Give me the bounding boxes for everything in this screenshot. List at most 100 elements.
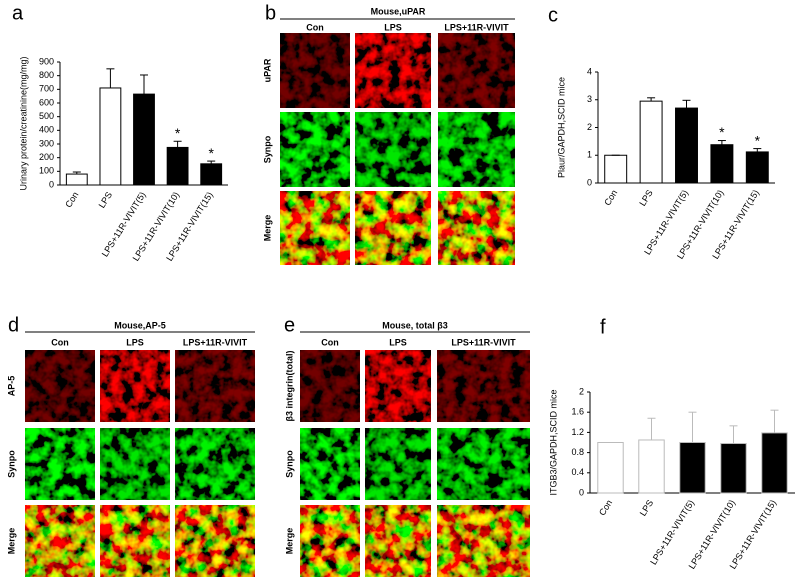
x-tick-label: Con (63, 190, 80, 209)
micrograph (25, 350, 95, 422)
micrograph (365, 505, 431, 577)
x-tick-label: LPS+11R-VIVIT(5) (648, 498, 696, 567)
bar (133, 93, 155, 186)
y-tick-label: 2 (579, 386, 584, 396)
y-tick-label: 300 (39, 138, 54, 148)
y-tick-label: 0.4 (571, 467, 584, 477)
y-axis-label: Urinary protein/creatinine(mg/mg) (18, 56, 28, 190)
panel-title: Mouse, total β3 (382, 320, 448, 330)
y-tick-label: 600 (39, 97, 54, 107)
micrograph (280, 112, 350, 187)
micrograph (280, 191, 350, 265)
y-tick-label: 2 (587, 122, 592, 132)
column-label: LPS (389, 337, 407, 347)
x-tick-label: LPS+11R-VIVIT(15) (728, 498, 779, 571)
micrograph (100, 350, 170, 422)
column-label: LPS (126, 337, 144, 347)
significance-star: * (719, 124, 725, 140)
bar (675, 107, 698, 184)
y-tick-label: 1 (587, 150, 592, 160)
y-axis-label: Plaur/GAPDH,SCID mice (556, 77, 566, 178)
bar (720, 443, 747, 494)
column-label: Con (306, 22, 324, 32)
micrograph (438, 191, 515, 265)
y-tick-label: 1.2 (571, 427, 584, 437)
bar (761, 432, 788, 494)
micrograph (437, 428, 530, 500)
column-label: Con (51, 337, 69, 347)
micrograph (100, 505, 170, 577)
column-label: LPS+11R-VIVIT (444, 22, 509, 32)
micrograph (355, 112, 431, 187)
row-label: Synpo (262, 135, 272, 163)
micrograph (300, 505, 360, 577)
micrograph (175, 505, 255, 577)
micrograph (438, 33, 515, 108)
y-tick-label: 0 (587, 177, 592, 187)
micrograph (355, 33, 431, 108)
micrograph (437, 505, 530, 577)
y-tick-label: 200 (39, 152, 54, 162)
column-label: LPS+11R-VIVIT (451, 337, 516, 347)
row-label: Synpo (6, 450, 16, 478)
y-tick-label: 900 (39, 56, 54, 66)
y-tick-label: 800 (39, 70, 54, 80)
bar (679, 442, 706, 494)
column-label: LPS+11R-VIVIT (183, 337, 248, 347)
y-axis-label: ITGB3/GAPDH,SCID mice (548, 389, 558, 495)
row-label: Merge (6, 528, 16, 555)
row-label: Synpo (284, 450, 294, 478)
panel-letter: b (265, 2, 276, 24)
row-label: AP-5 (6, 376, 16, 397)
panel-title: Mouse,uPAR (371, 6, 426, 16)
panel-letter: a (12, 2, 24, 24)
column-label: Con (321, 337, 339, 347)
bar (604, 154, 628, 184)
y-tick-label: 700 (39, 84, 54, 94)
micrograph (355, 191, 431, 265)
bar (710, 144, 734, 184)
bar (745, 151, 769, 184)
y-tick-label: 400 (39, 125, 54, 135)
micrograph (365, 350, 431, 422)
row-label: uPAR (262, 58, 272, 82)
micrograph (175, 428, 255, 500)
panel-letter: f (600, 316, 606, 338)
y-tick-label: 100 (39, 166, 54, 176)
y-tick-label: 500 (39, 111, 54, 121)
panel-letter: d (8, 314, 19, 336)
row-label: Merge (262, 215, 272, 242)
x-tick-label: LPS (637, 188, 654, 208)
panel-title: Mouse,AP-5 (114, 320, 166, 330)
y-tick-label: 1.6 (571, 407, 584, 417)
panel-letter: e (284, 314, 295, 336)
bar (200, 163, 223, 186)
bar (597, 442, 624, 494)
y-tick-label: 0 (579, 487, 584, 497)
y-tick-label: 4 (587, 66, 592, 76)
micrograph (100, 428, 170, 500)
x-tick-label: LPS (638, 498, 655, 518)
bar (65, 173, 88, 186)
micrograph (300, 428, 360, 500)
significance-star: * (208, 145, 214, 161)
micrograph (25, 428, 95, 500)
x-tick-label: LPS (97, 190, 114, 210)
panel-letter: c (548, 4, 558, 26)
micrograph (25, 505, 95, 577)
y-tick-label: 0.8 (571, 447, 584, 457)
micrograph (175, 350, 255, 422)
row-label: Merge (284, 528, 294, 555)
micrograph (437, 350, 530, 422)
x-tick-label: LPS+11R-VIVIT(10) (687, 498, 738, 571)
micrograph (280, 33, 350, 108)
micrograph (300, 350, 360, 422)
bar (166, 146, 189, 186)
row-label: β3 integrin(total) (284, 351, 294, 422)
column-label: LPS (384, 22, 402, 32)
significance-star: * (755, 132, 761, 148)
y-tick-label: 3 (587, 94, 592, 104)
significance-star: * (175, 125, 181, 141)
bar (638, 439, 665, 494)
